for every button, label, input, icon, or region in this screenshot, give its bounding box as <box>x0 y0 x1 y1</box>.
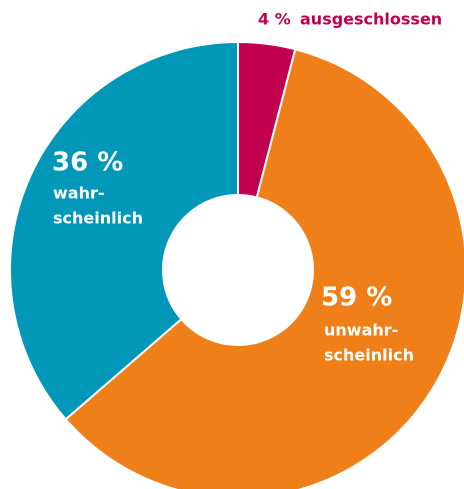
category-label: ausgeschlossen <box>300 10 442 29</box>
value-label: 4 % <box>258 10 291 29</box>
value-label: 59 % <box>321 283 392 313</box>
category-label: scheinlich <box>53 209 143 228</box>
category-label: wahr- <box>53 184 105 203</box>
category-label: scheinlich <box>324 346 414 365</box>
category-label: unwahr- <box>324 321 398 340</box>
donut-segment <box>64 48 464 489</box>
value-label: 36 % <box>52 148 123 178</box>
donut-segment <box>9 40 239 421</box>
